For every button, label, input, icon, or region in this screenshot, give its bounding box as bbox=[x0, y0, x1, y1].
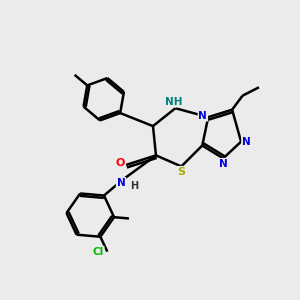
Text: N: N bbox=[199, 111, 207, 121]
Text: O: O bbox=[116, 158, 125, 168]
Text: NH: NH bbox=[165, 97, 183, 106]
Text: Cl: Cl bbox=[92, 247, 104, 256]
Text: S: S bbox=[177, 167, 185, 177]
Text: N: N bbox=[242, 136, 251, 147]
Text: N: N bbox=[117, 178, 125, 188]
Text: N: N bbox=[219, 159, 227, 169]
Text: H: H bbox=[130, 182, 139, 191]
